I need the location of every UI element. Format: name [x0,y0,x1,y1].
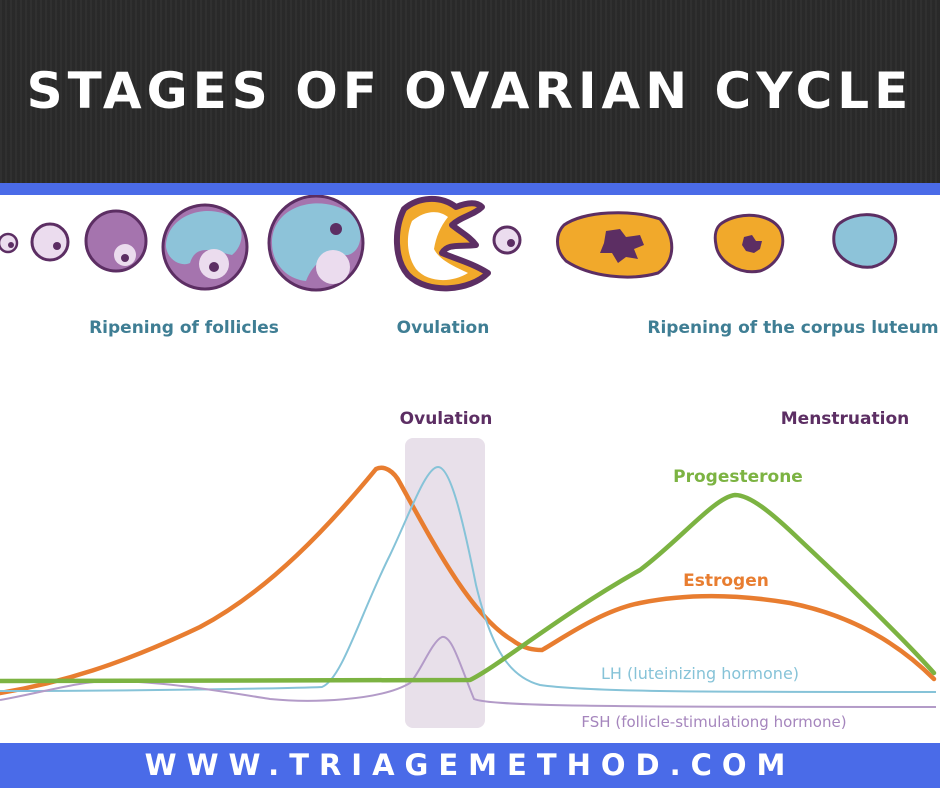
ovulation-band [405,438,485,728]
released-ovum [492,225,522,255]
ovarian-cycle-diagram: Ripening of follicles Ovulation Ripening… [0,195,939,731]
follicle-stage-4 [161,203,249,291]
footer-url[interactable]: WWW.TRIAGEMETHOD.COM [144,748,796,782]
follicle-stage-3 [84,209,148,273]
follicle-stage-5 [267,195,365,292]
header-accent-bar [0,183,940,195]
label-ovulation-stage: Ovulation [397,318,490,338]
corpus-albicans [832,213,898,269]
corpus-luteum-stage-2 [713,213,785,274]
label-ripening-of-corpus-luteum: Ripening of the corpus luteum [647,318,938,338]
label-menstruation: Menstruation [781,409,910,429]
ruptured-follicle [393,196,491,292]
label-ovulation: Ovulation [400,409,493,429]
label-fsh: FSH (follicle-stimulationg hormone) [581,713,846,731]
follicle-stage-2 [30,222,70,262]
label-estrogen: Estrogen [683,571,769,591]
footer-banner: WWW.TRIAGEMETHOD.COM [0,743,940,788]
header-banner: STAGES OF OVARIAN CYCLE [0,0,940,183]
lh-curve [0,465,937,693]
label-ripening-of-follicles: Ripening of follicles [89,318,279,338]
label-lh: LH (luteinizing hormone) [601,664,799,683]
label-progesterone: Progesterone [673,467,803,487]
page-title: STAGES OF OVARIAN CYCLE [26,62,914,120]
follicle-stage-1 [0,232,19,254]
estrogen-curve [0,465,937,696]
progesterone-curve [0,492,937,684]
corpus-luteum-stage-1 [556,211,674,279]
